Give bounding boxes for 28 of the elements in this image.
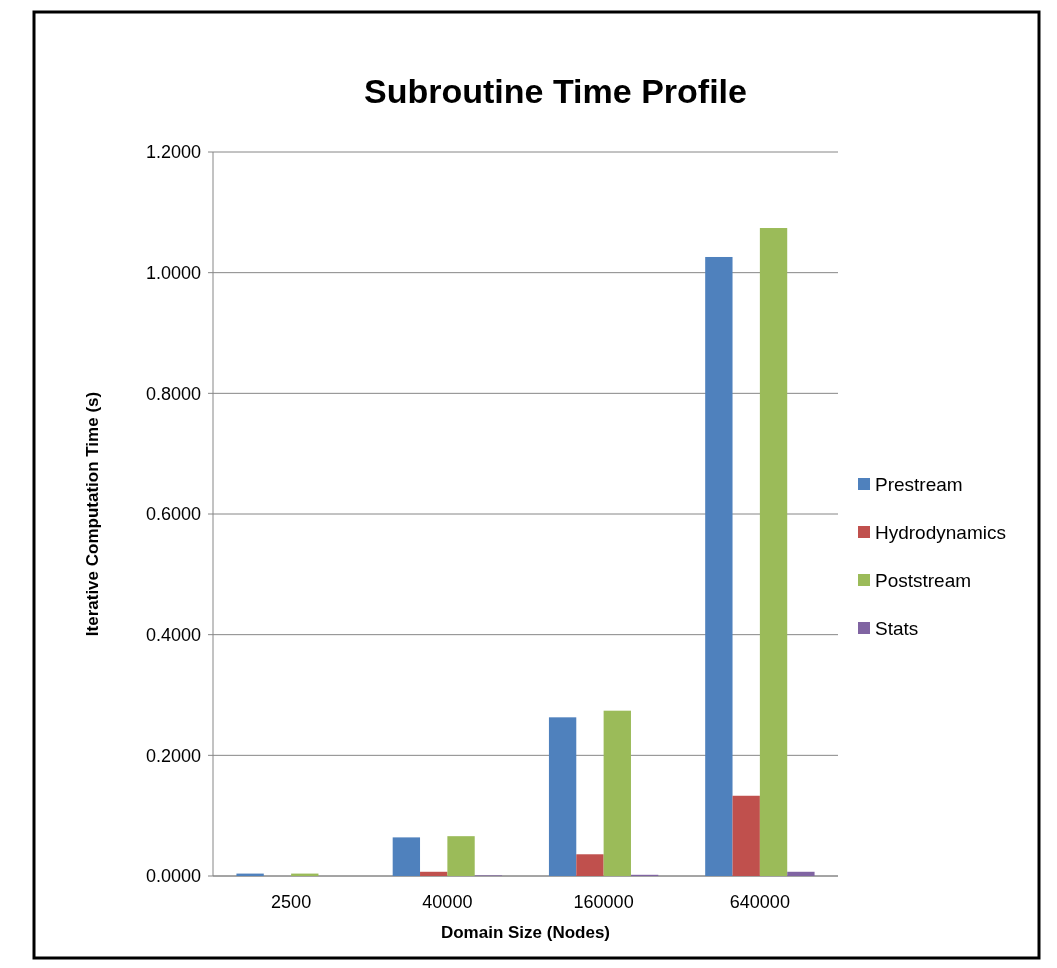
x-tick-label: 40000	[422, 892, 473, 912]
y-tick-label: 1.2000	[145, 142, 201, 163]
legend-label: Hydrodynamics	[875, 521, 1006, 543]
legend-label: Stats	[875, 617, 919, 639]
x-tick-label: 640000	[729, 892, 790, 912]
legend-label: Prestream	[875, 473, 963, 495]
y-tick-label: 0.6000	[145, 504, 201, 525]
chart-title: Subroutine Time Profile	[364, 72, 747, 110]
bar	[576, 854, 604, 876]
y-tick-label: 0.8000	[145, 383, 201, 404]
y-tick-label: 0.4000	[145, 624, 201, 645]
y-tick-label: 0.0000	[145, 866, 201, 887]
bar	[759, 228, 788, 876]
bar	[705, 256, 733, 876]
bar	[787, 871, 815, 876]
bar	[732, 795, 760, 876]
bar	[447, 836, 475, 876]
y-axis-title: Iterative Computation Time (s)	[83, 391, 102, 637]
bar	[548, 717, 577, 876]
y-tick-label: 1.0000	[145, 262, 201, 283]
bar	[603, 710, 631, 876]
bar	[420, 871, 448, 876]
x-axis-title: Domain Size (Nodes)	[440, 923, 611, 942]
bar	[392, 837, 421, 876]
legend-label: Poststream	[875, 569, 972, 591]
x-tick-label: 160000	[573, 892, 634, 912]
x-tick-label: 2500	[271, 892, 312, 912]
y-tick-label: 0.2000	[145, 745, 201, 766]
